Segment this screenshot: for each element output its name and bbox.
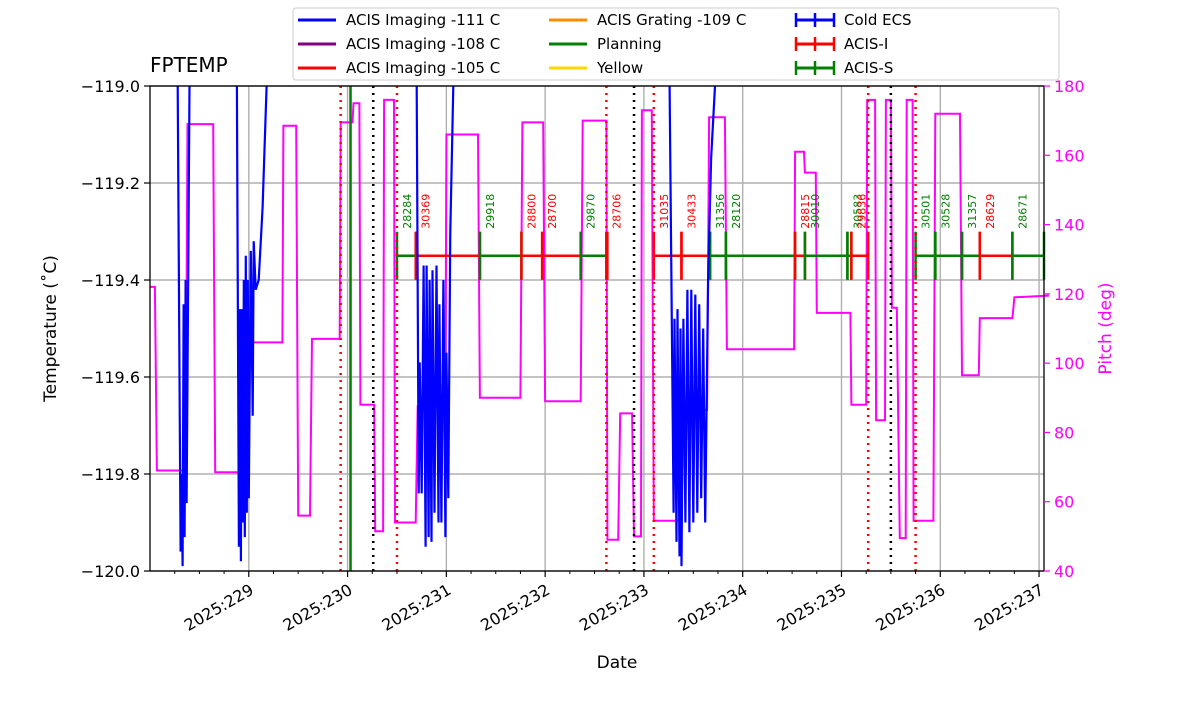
obsid-label: 29918 bbox=[484, 194, 497, 229]
x-tick-label: 2025:237 bbox=[971, 580, 1047, 635]
obsid-label: 31035 bbox=[658, 194, 671, 229]
y2-tick-label: 180 bbox=[1054, 77, 1085, 96]
obsid-label: 29836 bbox=[855, 194, 868, 229]
obsid-label: 31357 bbox=[966, 194, 979, 229]
pitch-series bbox=[150, 98, 1049, 541]
y-tick-label: −120.0 bbox=[81, 562, 140, 581]
fptemp-line bbox=[668, 85, 717, 567]
legend-label: ACIS Imaging -105 C bbox=[346, 59, 500, 77]
fptemp-line bbox=[176, 85, 191, 567]
obsid-label: 28629 bbox=[984, 194, 997, 229]
y-tick-label: −119.4 bbox=[81, 271, 140, 290]
obsid-label: 30010 bbox=[809, 194, 822, 229]
x-tick-label: 2025:229 bbox=[181, 580, 257, 635]
y2-tick-label: 140 bbox=[1054, 216, 1085, 235]
obsid-label: 29870 bbox=[585, 194, 598, 229]
obsid-label: 31356 bbox=[714, 194, 727, 229]
legend-label: ACIS-I bbox=[844, 35, 888, 53]
legend-label: ACIS Imaging -108 C bbox=[346, 35, 500, 53]
y2-tick-label: 120 bbox=[1054, 285, 1085, 304]
pitch-line bbox=[150, 98, 1049, 541]
axes: −120.0 −119.8 −119.6 −119.4 −119.2 −119.0 40 60… bbox=[40, 77, 1116, 673]
y2-tick-label: 40 bbox=[1054, 562, 1074, 581]
y2-tick-label: 160 bbox=[1054, 146, 1085, 165]
fptemp-series bbox=[176, 85, 717, 567]
legend-label: Cold ECS bbox=[844, 11, 912, 29]
event-lines bbox=[339, 86, 917, 571]
y2-tick-label: 100 bbox=[1054, 354, 1085, 373]
obsid-label: 30528 bbox=[939, 194, 952, 229]
obsid-label: 28120 bbox=[730, 194, 743, 229]
x-tick-label: 2025:233 bbox=[576, 580, 652, 635]
legend-box bbox=[292, 7, 1060, 81]
obsid-label: 28800 bbox=[525, 194, 538, 229]
x-tick-label: 2025:236 bbox=[872, 580, 948, 635]
obsid-label: 30583 bbox=[851, 194, 864, 229]
chart-title: FPTEMP bbox=[150, 53, 228, 77]
y2-tick-label: 60 bbox=[1054, 493, 1074, 512]
x-tick-label: 2025:235 bbox=[774, 580, 850, 635]
x-tick-label: 2025:230 bbox=[280, 580, 356, 635]
fptemp-line bbox=[235, 85, 268, 562]
obsid-label: 28671 bbox=[1016, 194, 1029, 229]
obsid-label: 30433 bbox=[685, 194, 698, 229]
observation-bars: 28284 30369 29918 28800 28700 29870 28706 31035… bbox=[395, 194, 1046, 280]
x-tick-label: 2025:231 bbox=[378, 580, 454, 635]
y-tick-label: −119.6 bbox=[81, 368, 140, 387]
legend-label: Planning bbox=[597, 35, 662, 53]
y-tick-label: −119.2 bbox=[81, 174, 140, 193]
y2-tick-label: 80 bbox=[1054, 423, 1074, 442]
x-tick-label: 2025:232 bbox=[477, 580, 553, 635]
obsid-label: 30501 bbox=[920, 194, 933, 229]
legend-label: Yellow bbox=[596, 59, 643, 77]
x-tick-label: 2025:234 bbox=[675, 580, 751, 635]
obsid-label: 28284 bbox=[401, 194, 414, 229]
plot-frame bbox=[149, 85, 1045, 572]
obsid-label: 28815 bbox=[799, 194, 812, 229]
obsid-label: 28700 bbox=[546, 194, 559, 229]
obsid-label: 28706 bbox=[610, 194, 623, 229]
y-tick-label: −119.0 bbox=[81, 77, 140, 96]
y2-axis-label: Pitch (deg) bbox=[1096, 282, 1116, 374]
legend: ACIS Imaging -111 C ACIS Imaging -108 C AC… bbox=[292, 7, 1060, 81]
legend-label: ACIS Grating -109 C bbox=[597, 11, 746, 29]
y-tick-label: −119.8 bbox=[81, 465, 140, 484]
x-axis-label: Date bbox=[597, 653, 638, 673]
fptemp-line bbox=[415, 85, 455, 547]
legend-label: ACIS Imaging -111 C bbox=[346, 11, 500, 29]
y-axis-label: Temperature (˚C) bbox=[40, 255, 61, 403]
legend-label: ACIS-S bbox=[844, 59, 893, 77]
obsid-label: 30369 bbox=[420, 194, 433, 229]
